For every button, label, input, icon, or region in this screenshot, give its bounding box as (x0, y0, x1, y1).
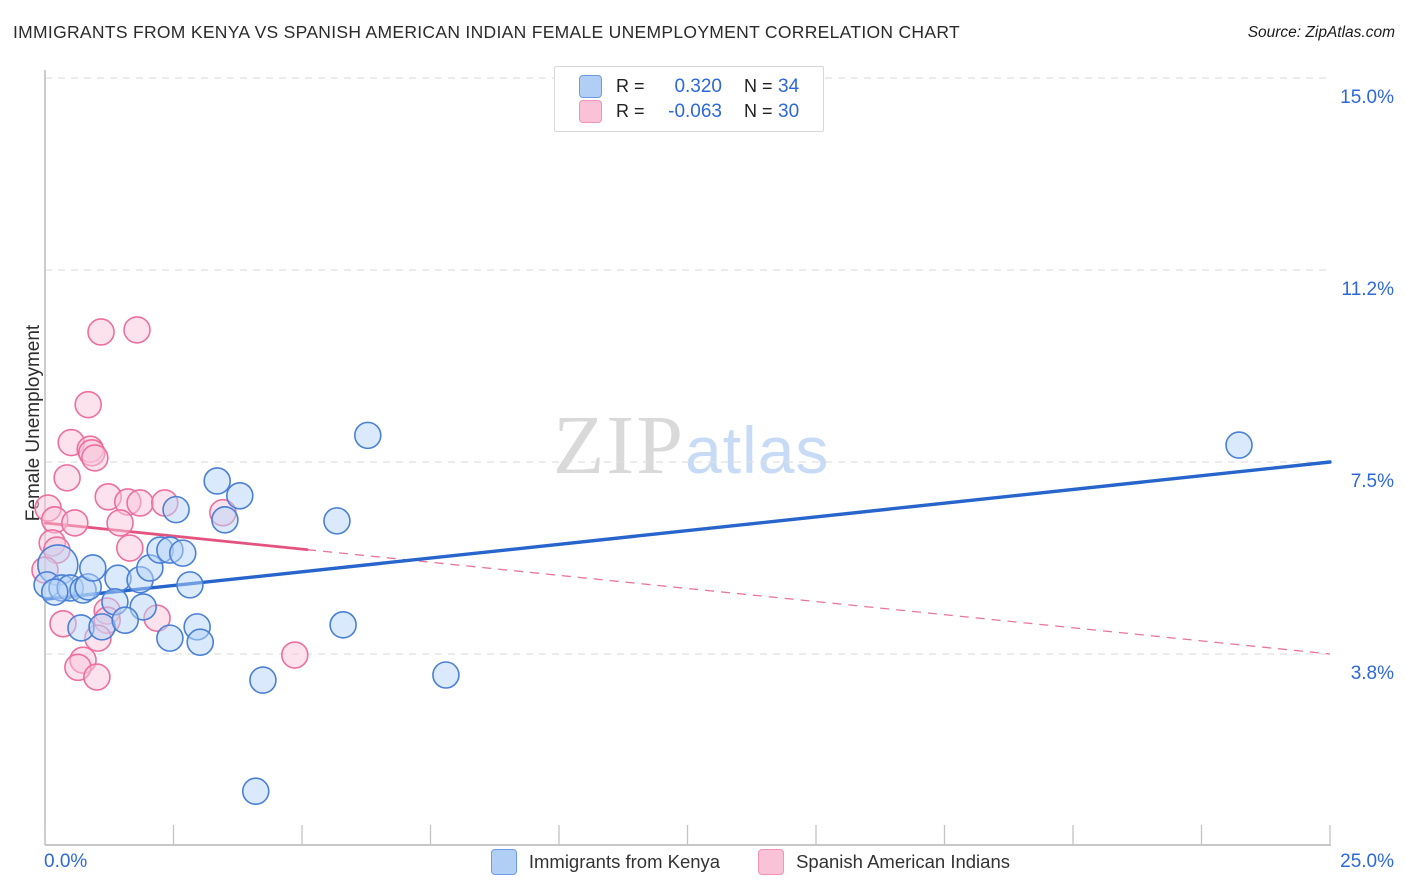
scatter-point-kenya (329, 611, 357, 639)
scatter-point-kenya (156, 624, 184, 652)
spanish-legend-label: Spanish American Indians (796, 851, 1010, 872)
r-label: R = (616, 76, 645, 96)
n-label: N = (744, 101, 773, 121)
legend-item-kenya: Immigrants from Kenya (490, 849, 721, 875)
scatter-point-kenya (88, 613, 116, 641)
kenya-legend-label: Immigrants from Kenya (528, 851, 721, 872)
scatter-point-spanish (74, 390, 102, 419)
scatter-point-spanish (81, 444, 109, 472)
scatter-point-kenya (40, 578, 69, 606)
spanish-swatch-icon (579, 100, 602, 123)
scatter-point-spanish (126, 489, 154, 517)
y-tick-label: 7.5% (1350, 471, 1394, 492)
scatter-point-spanish (83, 663, 111, 691)
stats-row-kenya: R = 0.320 N = 34 (555, 74, 823, 99)
n-value-spanish: 30 (778, 100, 800, 122)
scatter-point-kenya (432, 661, 460, 689)
spanish-trend-line-dashed (307, 549, 1331, 655)
zipatlas-watermark: ZIP atlas (553, 404, 829, 488)
legend-item-spanish: Spanish American Indians (758, 849, 1010, 875)
series-legend: Immigrants from Kenya Spanish American I… (0, 849, 1010, 875)
scatter-point-kenya (226, 481, 254, 510)
scatter-point-kenya (79, 554, 107, 582)
kenya-swatch-icon (579, 75, 602, 98)
spanish-trend-line-solid (43, 521, 309, 552)
scatter-point-kenya (323, 507, 351, 535)
scatter-point-spanish (87, 318, 115, 346)
n-label: N = (744, 76, 773, 96)
y-tick-label: 15.0% (1340, 87, 1394, 108)
scatter-point-spanish (61, 509, 89, 537)
watermark-zip: ZIP (553, 399, 685, 492)
scatter-point-kenya (111, 606, 139, 635)
scatter-point-kenya (1225, 431, 1253, 459)
r-value-spanish: -0.063 (668, 100, 722, 122)
scatter-point-spanish (116, 534, 144, 562)
scatter-point-kenya (176, 571, 204, 599)
scatter-point-kenya (186, 628, 215, 657)
scatter-point-kenya (168, 539, 197, 567)
scatter-point-kenya (211, 506, 239, 534)
x-axis-min-label: 0.0% (44, 851, 88, 872)
y-tick-label: 3.8% (1350, 663, 1394, 684)
kenya-trend-line (43, 460, 1332, 601)
chart-title: IMMIGRANTS FROM KENYA VS SPANISH AMERICA… (13, 22, 960, 42)
scatter-point-spanish (53, 464, 81, 492)
r-value-kenya: 0.320 (674, 75, 722, 97)
scatter-point-kenya (353, 421, 382, 450)
spanish-legend-swatch-icon (758, 849, 785, 875)
scatter-point-kenya (162, 495, 190, 524)
source-attribution: Source: ZipAtlas.com (1247, 24, 1395, 41)
scatter-point-spanish (281, 641, 309, 669)
n-value-kenya: 34 (778, 75, 800, 97)
scatter-point-spanish (123, 316, 151, 344)
stats-row-spanish: R = -0.063 N = 30 (555, 99, 823, 124)
correlation-stats-box: R = 0.320 N = 34 R = -0.063 N = 30 (554, 66, 824, 132)
x-axis-max-label: 25.0% (1340, 851, 1394, 872)
kenya-legend-swatch-icon (490, 849, 517, 875)
r-label: R = (616, 101, 645, 121)
scatter-point-kenya (203, 467, 231, 495)
scatter-point-kenya (249, 666, 277, 694)
scatter-point-spanish (106, 509, 134, 537)
watermark-atlas: atlas (685, 413, 830, 487)
scatter-point-kenya (241, 777, 270, 806)
y-tick-label: 11.2% (1341, 279, 1394, 300)
